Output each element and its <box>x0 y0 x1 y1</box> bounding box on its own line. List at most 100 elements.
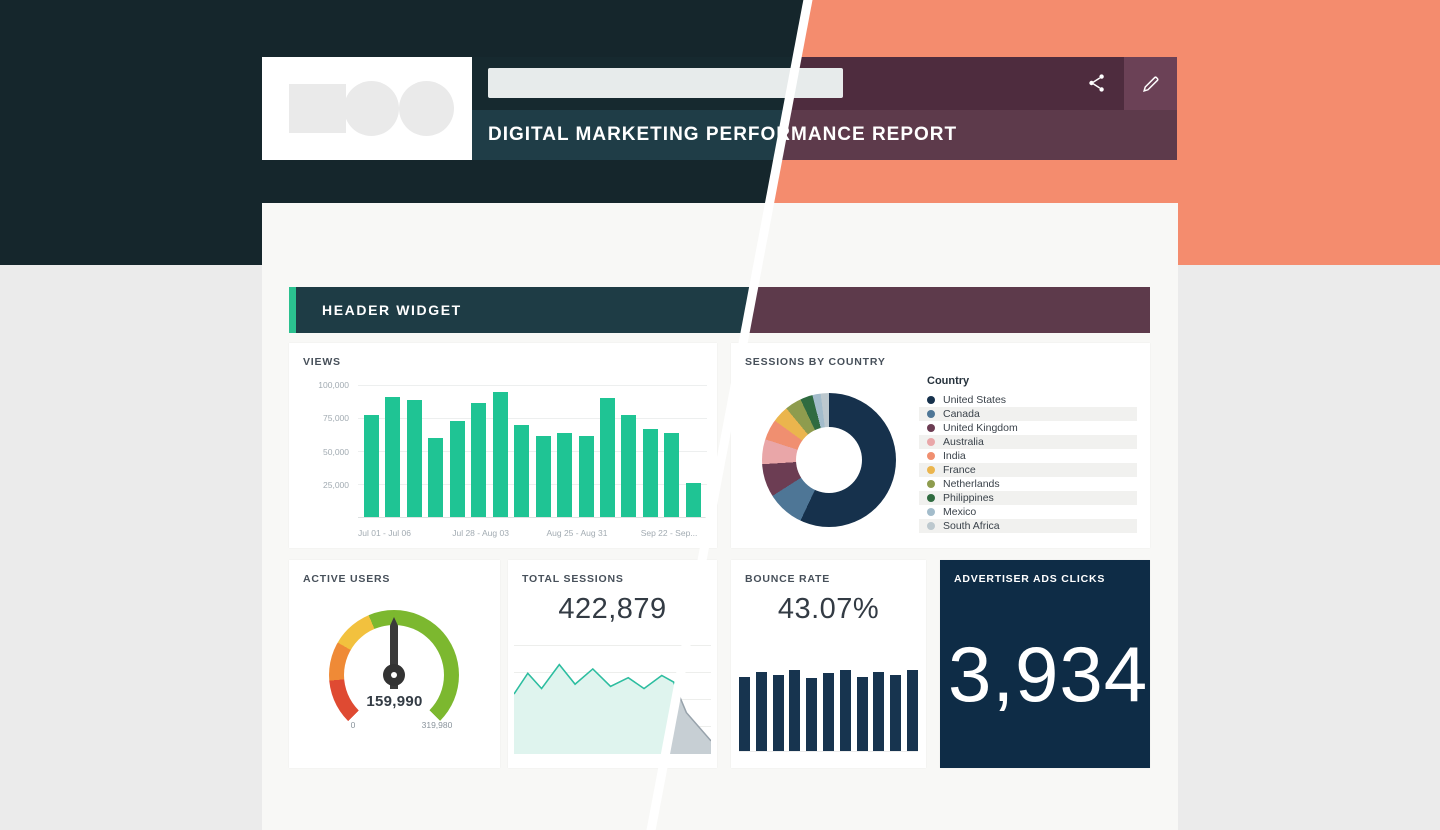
bounce-bar <box>806 678 818 751</box>
views-bar <box>685 482 701 517</box>
legend-item: Netherlands <box>919 477 1137 491</box>
legend-dot <box>927 466 935 474</box>
views-bar <box>599 398 615 517</box>
logo-circle-icon <box>344 81 399 136</box>
bounce-bar <box>839 669 851 751</box>
x-tick-label: Jul 01 - Jul 06 <box>358 528 411 538</box>
views-bar <box>664 432 680 517</box>
bounce-rate-number: 43.07% <box>777 593 880 625</box>
header-widget-left-shade <box>289 287 754 333</box>
logo-square-icon <box>289 84 346 133</box>
views-bar <box>514 424 530 517</box>
share-button[interactable] <box>1082 68 1112 98</box>
views-chart <box>358 385 707 518</box>
views-bar <box>385 396 401 517</box>
legend-label: Mexico <box>943 506 977 518</box>
bounce-bar <box>822 673 834 751</box>
widget-active-users[interactable]: ACTIVE USERS 159,990 0 319,980 <box>289 560 500 768</box>
bounce-bar <box>789 669 801 751</box>
widget-sessions-by-country[interactable]: SESSIONS BY COUNTRY Country United State… <box>731 343 1150 548</box>
views-bar <box>406 399 422 517</box>
legend-dot <box>927 452 935 460</box>
header-widget-bar[interactable] <box>289 287 1150 333</box>
widget-title: ACTIVE USERS <box>303 573 391 585</box>
gauge-chart <box>329 610 459 740</box>
legend-item: South Africa <box>919 519 1137 533</box>
views-bar <box>535 436 551 517</box>
bounce-bar <box>890 674 902 751</box>
legend-label: South Africa <box>943 520 1000 532</box>
logo-circle-icon <box>399 81 454 136</box>
dashboard-title-input[interactable] <box>488 68 843 98</box>
gauge-max-label: 319,980 <box>421 720 453 730</box>
views-bar <box>449 420 465 517</box>
bounce-bar <box>873 671 885 751</box>
x-tick-label: Sep 22 - Sep... <box>640 528 698 538</box>
legend-item: Canada <box>919 407 1137 421</box>
legend-label: India <box>943 450 966 462</box>
views-bars <box>358 385 707 517</box>
donut-hole <box>796 427 862 493</box>
x-tick-label: Jul 28 - Aug 03 <box>452 528 509 538</box>
legend-dot <box>927 508 935 516</box>
report-title: DIGITAL MARKETING PERFORMANCE REPORT <box>488 124 958 145</box>
views-bar <box>557 432 573 517</box>
views-bar <box>364 415 379 517</box>
widget-title: VIEWS <box>303 356 341 368</box>
legend-title: Country <box>927 375 970 387</box>
views-bar <box>578 436 594 517</box>
gauge-min-label: 0 <box>350 720 356 730</box>
gridline <box>358 451 707 452</box>
logo <box>262 57 472 160</box>
share-icon <box>1089 74 1104 92</box>
legend-label: Philippines <box>943 492 994 504</box>
header-widget-accent <box>289 287 296 333</box>
views-x-axis: Jul 01 - Jul 06 Jul 28 - Aug 03 Aug 25 - A… <box>358 528 707 540</box>
legend-item: Philippines <box>919 491 1137 505</box>
legend-dot <box>927 396 935 404</box>
header-widget-label: HEADER WIDGET <box>322 302 462 318</box>
y-tick-label: 75,000 <box>323 413 349 424</box>
legend-label: United States <box>943 394 1007 406</box>
widget-title: BOUNCE RATE <box>745 573 831 585</box>
views-bar <box>471 403 487 517</box>
bounce-bar <box>755 671 767 751</box>
widget-views[interactable]: VIEWS 100,000 75,000 50,000 25,000 Jul 01 -… <box>289 343 717 548</box>
legend-item: India <box>919 449 1137 463</box>
gauge-value: 159,990 <box>366 693 423 710</box>
gridline <box>358 484 707 485</box>
legend-label: United Kingdom <box>943 422 1018 434</box>
total-sessions-number: 422,879 <box>558 593 667 625</box>
legend-dot <box>927 480 935 488</box>
y-tick-label: 100,000 <box>318 380 349 390</box>
widget-bounce-rate[interactable]: BOUNCE RATE 43.07% <box>731 560 926 768</box>
views-bar <box>428 437 444 517</box>
x-tick-label: Aug 25 - Aug 31 <box>546 528 608 538</box>
legend-dot <box>927 522 935 530</box>
gauge-needle <box>390 617 398 689</box>
widget-advertiser-ads-clicks[interactable]: ADVERTISER ADS CLICKS 3,934 <box>940 560 1150 768</box>
bounce-bar <box>856 676 868 751</box>
widget-title: SESSIONS BY COUNTRY <box>745 356 886 368</box>
gauge-hub-dot <box>391 672 397 678</box>
legend-dot <box>927 438 935 446</box>
legend-item: United States <box>919 393 1137 407</box>
legend-item: United Kingdom <box>919 421 1137 435</box>
gridline <box>358 418 707 419</box>
widget-title: TOTAL SESSIONS <box>522 573 624 585</box>
gridline <box>358 385 707 386</box>
legend-label: France <box>943 464 976 476</box>
report-title-bar-left-shade <box>472 110 787 160</box>
edit-button[interactable] <box>1124 57 1177 110</box>
legend-dot <box>927 410 935 418</box>
ads-clicks-number: 3,934 <box>948 630 1149 718</box>
bounce-bar <box>906 669 918 751</box>
views-y-axis: 100,000 75,000 50,000 25,000 <box>295 380 349 518</box>
legend-item: Australia <box>919 435 1137 449</box>
legend-item: France <box>919 463 1137 477</box>
views-bar <box>621 415 637 517</box>
legend-label: Canada <box>943 408 980 420</box>
legend-label: Australia <box>943 436 984 448</box>
bounce-bars <box>739 658 918 752</box>
